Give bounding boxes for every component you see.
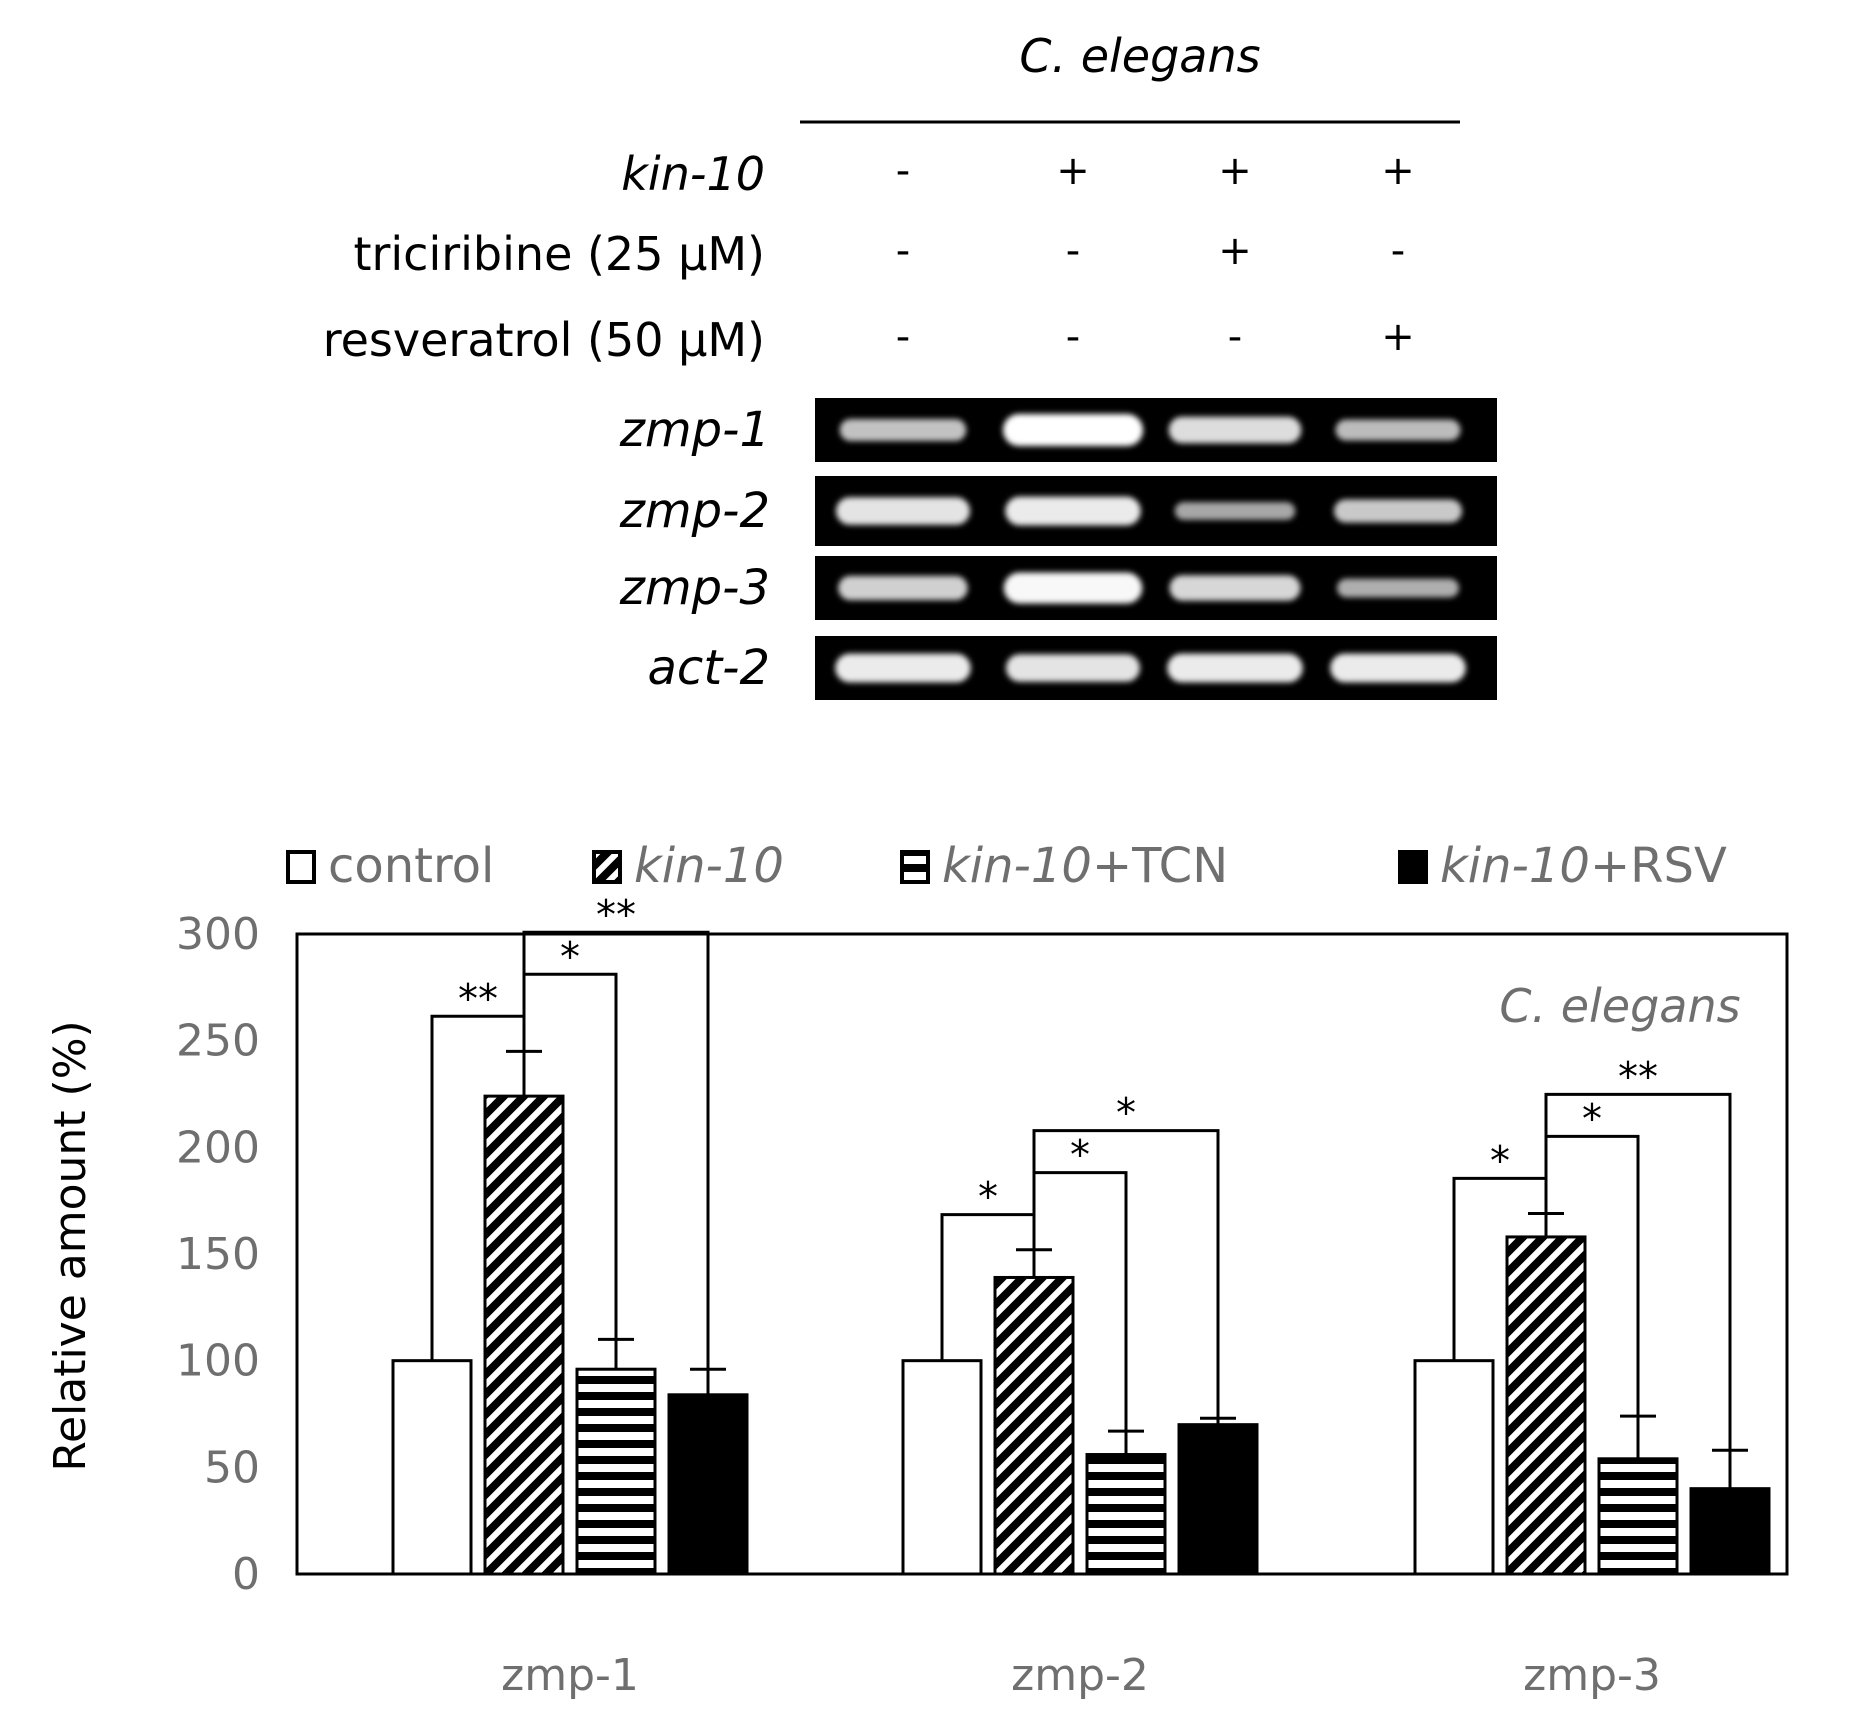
gel-band (1005, 496, 1141, 526)
y-tick-label: 0 (232, 1549, 260, 1600)
legend-label: kin-10 (634, 838, 784, 894)
gel-band (1167, 653, 1303, 683)
condition-label: triciribine (25 μM) (353, 227, 765, 281)
legend-swatch (286, 850, 316, 884)
significance-brackets: ************ (430, 892, 1732, 1451)
significance-label: ** (458, 976, 498, 1022)
bars (391, 1094, 1771, 1576)
gel-band (835, 653, 971, 683)
legend-label-text: +RSV (1590, 838, 1727, 894)
legend-label-italic: kin-10 (942, 838, 1092, 894)
gel-band (839, 418, 967, 442)
bar (1413, 1359, 1495, 1576)
gel-band (1174, 502, 1296, 520)
legend-swatch (1398, 850, 1428, 884)
condition-sign: - (1066, 228, 1080, 274)
bar (1597, 1457, 1679, 1576)
condition-sign: + (1381, 148, 1415, 194)
significance-label: * (978, 1175, 998, 1221)
gel-rows: zmp-1 zmp-2 zmp-3 act-2 (619, 398, 1497, 700)
legend-swatch (592, 850, 622, 884)
y-tick-label: 300 (176, 909, 260, 960)
legend-label: kin-10+RSV (1440, 838, 1727, 894)
x-axis-categories: zmp-1 zmp-2 zmp-3 (501, 1650, 1661, 1701)
y-axis-label: Relative amount (%) (45, 1020, 96, 1471)
bar (667, 1393, 749, 1576)
y-tick-label: 200 (176, 1122, 260, 1173)
x-category-label: zmp-2 (1011, 1650, 1149, 1701)
y-tick-label: 100 (176, 1336, 260, 1387)
significance-label: * (1490, 1138, 1510, 1184)
legend-label-italic: kin-10 (634, 838, 784, 894)
condition-sign: + (1381, 314, 1415, 360)
significance-bracket (1544, 1092, 1732, 1451)
gel-band (1334, 499, 1462, 523)
gel-band (1003, 414, 1143, 446)
gel-band (1330, 653, 1466, 683)
condition-label: kin-10 (621, 147, 765, 201)
gel-row-label: act-2 (648, 640, 770, 696)
gel-panel: C. elegans kin-10 - + + + triciribine (25 μM)… (323, 29, 1497, 700)
gel-band (1337, 578, 1459, 598)
bar (1177, 1423, 1259, 1576)
plot-frame (295, 932, 1789, 1576)
y-tick-label: 50 (204, 1442, 260, 1493)
significance-label: * (1582, 1096, 1602, 1142)
gel-row-label: zmp-3 (619, 560, 770, 616)
significance-label: ** (1618, 1054, 1658, 1100)
legend-label-text: +TCN (1092, 838, 1228, 894)
gel-band (1006, 654, 1140, 682)
legend-label: kin-10+TCN (942, 838, 1228, 894)
condition-label: resveratrol (50 μM) (323, 313, 765, 367)
condition-sign: - (1228, 314, 1242, 360)
x-category-label: zmp-3 (1523, 1650, 1661, 1701)
legend-label: control (328, 838, 494, 894)
y-tick-label: 150 (176, 1229, 260, 1280)
bar-chart: control kin-10 kin-10+TCN kin-10+RSV Relati… (45, 838, 1789, 1701)
condition-sign: + (1218, 148, 1252, 194)
condition-sign: - (896, 148, 910, 194)
gel-header: C. elegans (1019, 29, 1260, 83)
gel-band (1168, 416, 1302, 444)
gel-band (836, 497, 970, 525)
legend-label-text: control (328, 838, 494, 894)
bar (575, 1367, 657, 1576)
condition-sign: - (1391, 228, 1405, 274)
legend: control kin-10 kin-10+TCN kin-10+RSV (286, 838, 1727, 894)
condition-sign: - (896, 314, 910, 360)
gel-band (1003, 572, 1143, 604)
bar (901, 1359, 983, 1576)
gel-band (1335, 419, 1461, 441)
condition-sign: - (1066, 314, 1080, 360)
significance-bracket (1032, 1129, 1220, 1419)
bar (1689, 1487, 1771, 1576)
significance-label: * (1070, 1133, 1090, 1179)
bar (1505, 1235, 1587, 1576)
significance-label: * (1116, 1091, 1136, 1137)
significance-label: ** (596, 892, 636, 938)
y-axis-ticks: 0 50 100 150 200 250 300 (176, 909, 260, 1600)
gel-row-label: zmp-1 (619, 402, 770, 458)
condition-sign: + (1056, 148, 1090, 194)
legend-label-italic: kin-10 (1440, 838, 1590, 894)
bar (483, 1094, 565, 1576)
bar (993, 1275, 1075, 1576)
bar (1085, 1453, 1167, 1576)
gel-band (838, 575, 968, 601)
x-category-label: zmp-1 (501, 1650, 639, 1701)
gel-row-label: zmp-2 (619, 483, 770, 539)
condition-sign: - (896, 228, 910, 274)
significance-bracket (522, 930, 710, 1370)
gel-conditions: kin-10 - + + + triciribine (25 μM) - - + - resvera… (323, 147, 1415, 367)
y-tick-label: 250 (176, 1016, 260, 1067)
bar (391, 1359, 473, 1576)
legend-swatch (900, 850, 930, 884)
significance-label: * (560, 934, 580, 980)
chart-title: C. elegans (1499, 979, 1740, 1033)
condition-sign: + (1218, 228, 1252, 274)
gel-band (1169, 575, 1301, 601)
